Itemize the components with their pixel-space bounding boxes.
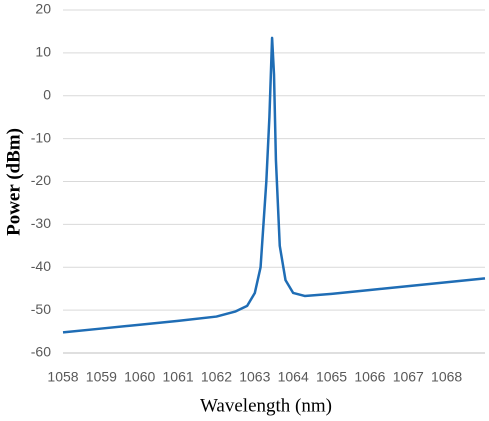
y-tick-label: -50 — [31, 301, 51, 317]
y-axis-title: Power (dBm) — [3, 128, 24, 236]
y-tick-label: -30 — [31, 215, 51, 231]
x-tick-label: 1063 — [239, 369, 270, 385]
line-series — [62, 36, 486, 334]
y-tick-label: -20 — [31, 172, 51, 188]
x-tick-label: 1060 — [124, 369, 155, 385]
y-tick-label: 0 — [43, 86, 51, 102]
x-tick-label: 1066 — [354, 369, 385, 385]
x-tick-label: 1059 — [86, 369, 117, 385]
y-tick-label: 10 — [35, 44, 51, 60]
y-tick-label: 20 — [35, 1, 51, 17]
x-axis-title: Wavelength (nm) — [200, 395, 332, 416]
x-tick-label: 1064 — [278, 369, 309, 385]
x-tick-label: 1058 — [47, 369, 78, 385]
y-tick-label: -40 — [31, 258, 51, 274]
x-tick-label: 1061 — [163, 369, 194, 385]
y-tick-label: -10 — [31, 129, 51, 145]
x-tick-label: 1065 — [316, 369, 347, 385]
x-tick-label: 1067 — [393, 369, 424, 385]
y-tick-label: -60 — [31, 344, 51, 360]
x-tick-label: 1068 — [431, 369, 462, 385]
x-tick-label: 1062 — [201, 369, 232, 385]
